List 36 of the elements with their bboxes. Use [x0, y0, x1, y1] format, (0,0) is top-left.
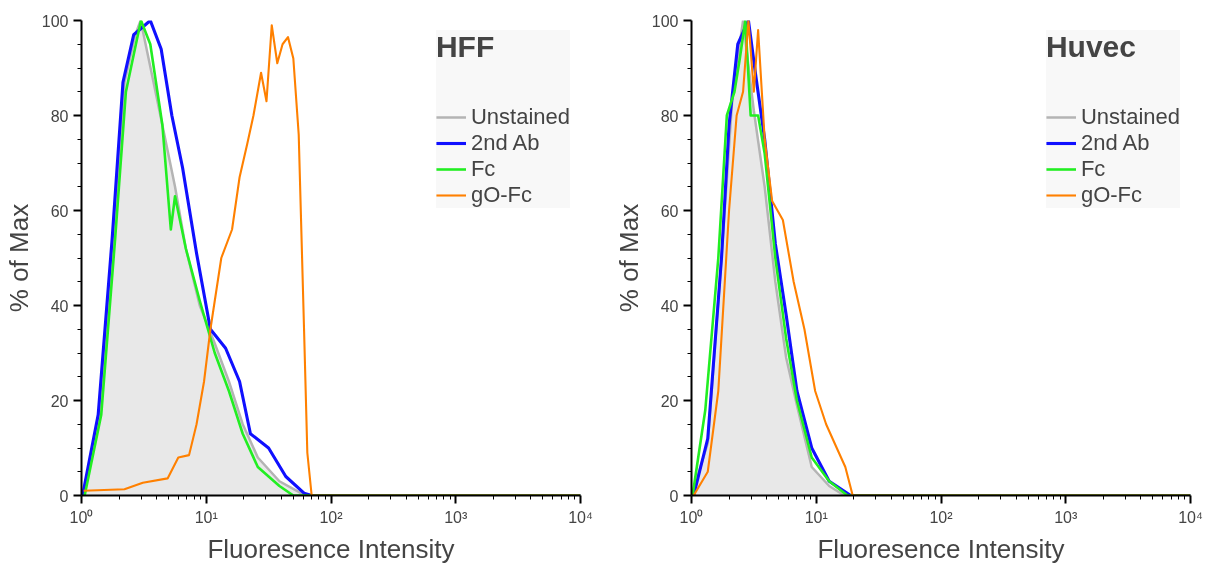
- legend-label: Unstained: [1080, 104, 1180, 130]
- x-tick-label: 10⁰: [69, 508, 94, 526]
- y-tick-label: 0: [59, 487, 69, 505]
- x-tick-label: 10³: [444, 508, 468, 526]
- y-tick-label: 80: [50, 107, 69, 125]
- x-tick-label: 10³: [1054, 508, 1078, 526]
- legend-label: gO-Fc: [470, 182, 533, 208]
- y-tick-label: 60: [660, 202, 679, 220]
- y-tick-label: 40: [660, 297, 679, 315]
- y-tick-label: 80: [660, 107, 679, 125]
- x-axis-title: Fluoresence Intensity: [207, 533, 455, 564]
- y-tick-label: 20: [660, 392, 679, 410]
- y-tick-label: 20: [50, 392, 69, 410]
- x-tick-label: 10⁴: [1178, 508, 1203, 526]
- legend-label: Fc: [470, 156, 496, 182]
- x-tick-label: 10²: [319, 508, 344, 526]
- y-axis-title: % of Max: [3, 203, 34, 313]
- y-tick-label: 40: [50, 297, 69, 315]
- legend-label: Fc: [1080, 156, 1106, 182]
- legend-title: Huvec: [1045, 30, 1137, 64]
- x-tick-label: 10⁰: [679, 508, 704, 526]
- y-tick-label: 100: [41, 12, 69, 30]
- x-tick-label: 10¹: [194, 508, 218, 526]
- legend-title: HFF: [435, 30, 496, 64]
- x-tick-label: 10⁴: [568, 508, 593, 526]
- x-tick-label: 10²: [929, 508, 954, 526]
- legend-label: 2nd Ab: [1080, 130, 1150, 156]
- y-tick-label: 0: [669, 487, 679, 505]
- x-axis-title: Fluoresence Intensity: [817, 533, 1065, 564]
- legend-label: 2nd Ab: [470, 130, 540, 156]
- x-tick-label: 10¹: [804, 508, 828, 526]
- y-tick-label: 60: [50, 202, 69, 220]
- legend-label: Unstained: [470, 104, 570, 130]
- legend-label: gO-Fc: [1080, 182, 1143, 208]
- y-axis-title: % of Max: [613, 203, 644, 313]
- y-tick-label: 100: [651, 12, 679, 30]
